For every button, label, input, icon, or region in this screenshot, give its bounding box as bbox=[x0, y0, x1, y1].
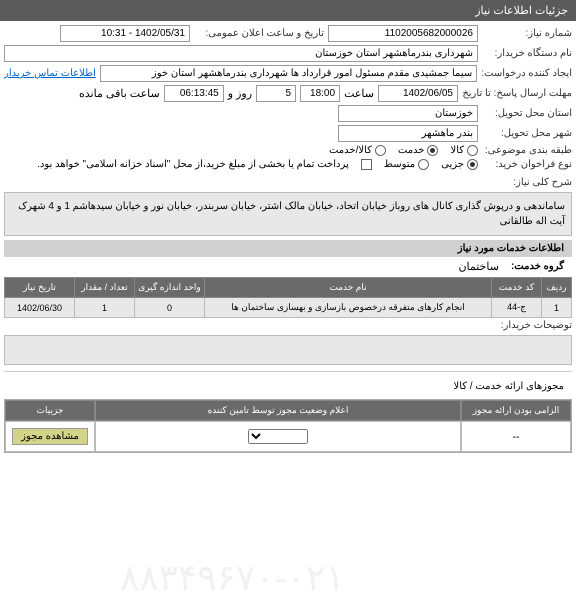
city-value: بندر ماهشهر bbox=[338, 125, 478, 142]
remaining-label: ساعت باقی مانده bbox=[79, 87, 160, 100]
cell-qty: 1 bbox=[75, 298, 135, 318]
buy-note-checkbox[interactable] bbox=[361, 159, 372, 170]
need-number-label: شماره نیاز: bbox=[482, 28, 572, 39]
buy-partial-label: جزیی bbox=[441, 159, 464, 170]
buy-note: پرداخت تمام یا بخشی از مبلغ خرید،از محل … bbox=[37, 159, 349, 170]
group-value: ساختمان bbox=[458, 260, 498, 273]
cell-unit: 0 bbox=[135, 298, 205, 318]
table-row: 1 ج-44 انجام کارهای متفرقه درخصوص بازساز… bbox=[5, 298, 572, 318]
services-title: اطلاعات خدمات مورد نیاز bbox=[4, 240, 572, 257]
type-goods-label: کالا bbox=[450, 145, 464, 156]
type-radio-group: کالا خدمت کالا/خدمت bbox=[329, 145, 478, 156]
col-name: نام خدمت bbox=[205, 278, 492, 298]
buy-type-label: نوع فراخوان خرید: bbox=[482, 159, 572, 170]
col-num: ردیف bbox=[542, 278, 572, 298]
buyer-org-label: نام دستگاه خریدار: bbox=[482, 48, 572, 59]
cell-num: 1 bbox=[542, 298, 572, 318]
creator-label: ایجاد کننده درخواست: bbox=[481, 68, 572, 79]
permits-title: مجوزهای ارائه خدمت / کالا bbox=[4, 378, 572, 395]
contact-link[interactable]: اطلاعات تماس خریدار bbox=[4, 68, 96, 79]
province-value: خوزستان bbox=[338, 105, 478, 122]
cell-name: انجام کارهای متفرقه درخصوص بازسازی و بهس… bbox=[205, 298, 492, 318]
group-label: گروه خدمت: bbox=[503, 259, 572, 274]
permits-table: الزامی بودن ارائه مجوز اعلام وضعیت مجوز … bbox=[4, 399, 572, 453]
province-label: استان محل تحویل: bbox=[482, 108, 572, 119]
buy-partial-radio[interactable] bbox=[467, 159, 478, 170]
type-service-label: خدمت bbox=[398, 145, 425, 156]
col-code: کد خدمت bbox=[492, 278, 542, 298]
days-count: 5 bbox=[256, 85, 296, 102]
need-number-value: 1102005682000026 bbox=[328, 25, 478, 42]
permit-status-select[interactable] bbox=[248, 429, 308, 444]
page-title: جزئیات اطلاعات نیاز bbox=[475, 5, 568, 17]
buyer-notes-label: توضیحات خریدار: bbox=[482, 320, 572, 331]
days-label: روز و bbox=[228, 87, 252, 100]
buyer-notes-box bbox=[4, 335, 572, 365]
col-qty: تعداد / مقدار bbox=[75, 278, 135, 298]
type-both-radio[interactable] bbox=[375, 145, 386, 156]
remaining-time: 06:13:45 bbox=[164, 85, 224, 102]
page-header: جزئیات اطلاعات نیاز bbox=[0, 0, 576, 21]
type-service-radio[interactable] bbox=[427, 145, 438, 156]
deadline-time: 18:00 bbox=[300, 85, 340, 102]
services-table: ردیف کد خدمت نام خدمت واحد اندازه گیری ت… bbox=[4, 277, 572, 318]
view-permit-button[interactable]: مشاهده مجوز bbox=[12, 428, 88, 445]
cell-date: 1402/06/30 bbox=[5, 298, 75, 318]
col-unit: واحد اندازه گیری bbox=[135, 278, 205, 298]
time-label: ساعت bbox=[344, 87, 374, 100]
buy-medium-radio[interactable] bbox=[418, 159, 429, 170]
deadline-label: مهلت ارسال پاسخ: تا تاریخ bbox=[462, 88, 572, 99]
buy-type-radio-group: جزیی متوسط پرداخت تمام یا بخشی از مبلغ خ… bbox=[37, 159, 478, 170]
permit-status-cell bbox=[95, 421, 461, 452]
permit-col-view: جزییات bbox=[5, 400, 95, 421]
type-goods-radio[interactable] bbox=[467, 145, 478, 156]
permit-view-cell: مشاهده مجوز bbox=[5, 421, 95, 452]
watermark: ۸۸۳۴۹۶۷۰-۰۲۱ bbox=[120, 557, 345, 599]
announce-date-value: 1402/05/31 - 10:31 bbox=[60, 25, 190, 42]
creator-value: سیما جمشیدی مقدم مسئول امور قرارداد ها ش… bbox=[100, 65, 477, 82]
permit-col-mandatory: الزامی بودن ارائه مجوز bbox=[461, 400, 571, 421]
col-date: تاریخ نیاز bbox=[5, 278, 75, 298]
form-section: شماره نیاز: 1102005682000026 تاریخ و ساع… bbox=[0, 21, 576, 177]
announce-date-label: تاریخ و ساعت اعلان عمومی: bbox=[194, 28, 324, 39]
city-label: شهر محل تحویل: bbox=[482, 128, 572, 139]
permit-mandatory-value: -- bbox=[461, 421, 571, 452]
buy-medium-label: متوسط bbox=[384, 159, 415, 170]
desc-label: شرح کلی نیاز: bbox=[482, 177, 572, 188]
divider bbox=[4, 371, 572, 372]
permit-col-status: اعلام وضعیت مجوز توسط تامین کننده bbox=[95, 400, 461, 421]
deadline-date: 1402/06/05 bbox=[378, 85, 458, 102]
type-both-label: کالا/خدمت bbox=[329, 145, 372, 156]
buyer-org-value: شهرداری بندرماهشهر استان خوزستان bbox=[4, 45, 478, 62]
desc-box: ساماندهی و درپوش گذاری کانال های روباز خ… bbox=[4, 192, 572, 236]
type-label: طبقه بندی موضوعی: bbox=[482, 145, 572, 156]
cell-code: ج-44 bbox=[492, 298, 542, 318]
